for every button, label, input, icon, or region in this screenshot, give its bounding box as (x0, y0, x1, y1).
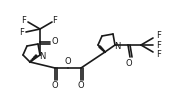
Text: F: F (22, 16, 26, 25)
Text: F: F (156, 31, 161, 41)
Circle shape (35, 55, 37, 57)
Text: O: O (126, 59, 132, 68)
Circle shape (31, 60, 32, 61)
Text: F: F (156, 41, 161, 50)
Circle shape (103, 50, 104, 51)
Text: O: O (52, 82, 58, 91)
Text: O: O (52, 37, 58, 47)
Circle shape (34, 57, 35, 58)
Circle shape (32, 58, 34, 60)
Text: O: O (78, 82, 84, 91)
Text: N: N (114, 42, 120, 51)
Circle shape (100, 48, 102, 49)
Text: F: F (20, 27, 24, 36)
Text: F: F (156, 50, 161, 59)
Circle shape (102, 49, 103, 50)
Circle shape (99, 46, 101, 48)
Text: F: F (53, 16, 57, 25)
Text: O: O (65, 57, 71, 66)
Text: N: N (39, 51, 45, 60)
